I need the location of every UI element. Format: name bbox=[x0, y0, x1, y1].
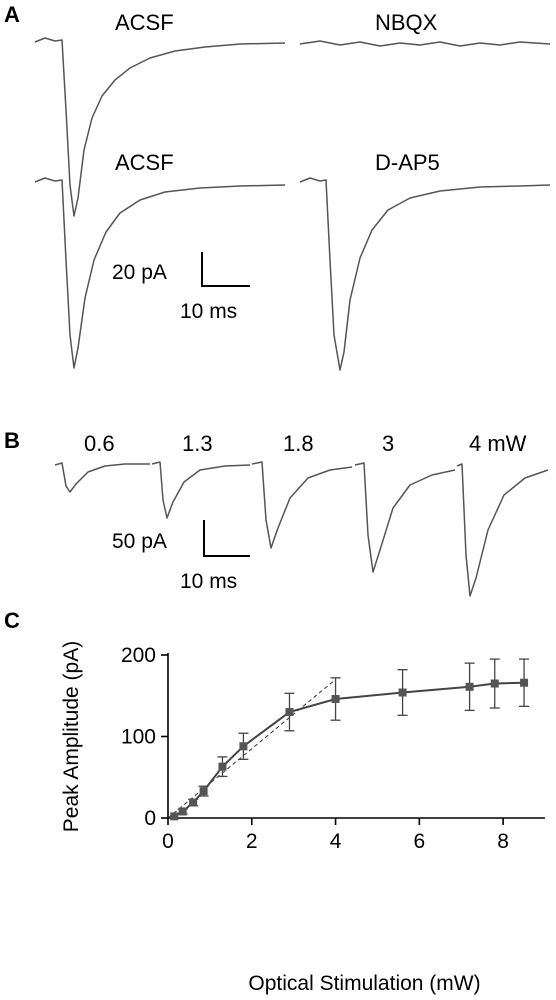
trace-acsf-top bbox=[34, 37, 286, 217]
error-bars bbox=[177, 658, 530, 815]
panel-b-letter: B bbox=[4, 428, 20, 453]
trace-power-0 bbox=[54, 462, 150, 493]
x-axis-title: Optical Stimulation (mW) bbox=[248, 972, 480, 995]
label-nbqx: NBQX bbox=[375, 10, 438, 35]
scalebar-b bbox=[203, 520, 250, 557]
x-ticks: 0 2 4 6 8 bbox=[162, 818, 509, 853]
chart-c: 0 100 200 0 2 4 6 8 Optical Stimulation (mW) P… bbox=[60, 641, 545, 995]
scalebar-a-time: 10 ms bbox=[180, 300, 237, 323]
x-tick-label: 8 bbox=[497, 830, 509, 853]
trace-acsf-bottom bbox=[34, 177, 286, 369]
x-tick-label: 4 bbox=[330, 830, 342, 853]
panel-a-letter: A bbox=[4, 2, 20, 27]
data-point bbox=[331, 695, 340, 704]
trace-power-2 bbox=[251, 461, 353, 549]
scalebar-a bbox=[201, 252, 250, 287]
label-power-1: 1.3 bbox=[182, 431, 213, 456]
scalebar-b-current: 50 pA bbox=[112, 530, 167, 553]
scalebar-b-time: 10 ms bbox=[180, 570, 237, 593]
data-point bbox=[285, 708, 294, 717]
trace-nbqx bbox=[299, 40, 551, 47]
trace-dap5 bbox=[299, 177, 551, 371]
data-point bbox=[398, 688, 407, 697]
data-point bbox=[170, 812, 179, 821]
label-power-3: 3 bbox=[382, 431, 394, 456]
label-acsf-top: ACSF bbox=[115, 10, 174, 35]
fit-line bbox=[167, 679, 336, 819]
y-ticks: 0 100 200 bbox=[121, 644, 168, 830]
trace-power-1 bbox=[151, 461, 251, 519]
data-point bbox=[520, 678, 529, 687]
data-point bbox=[490, 679, 499, 688]
data-points bbox=[170, 678, 529, 821]
data-point bbox=[199, 787, 208, 796]
x-tick-label: 6 bbox=[413, 830, 425, 853]
trace-power-4 bbox=[456, 463, 549, 597]
y-tick-label: 200 bbox=[121, 644, 156, 667]
label-power-0: 0.6 bbox=[84, 431, 115, 456]
trace-power-3 bbox=[354, 462, 456, 573]
y-tick-label: 100 bbox=[121, 726, 156, 749]
x-tick-label: 0 bbox=[162, 830, 174, 853]
label-acsf-bottom: ACSF bbox=[115, 150, 174, 175]
label-dap5: D-AP5 bbox=[375, 150, 440, 175]
y-tick-label: 0 bbox=[144, 807, 156, 830]
panel-c-letter: C bbox=[4, 608, 20, 633]
data-point bbox=[239, 742, 248, 751]
data-point bbox=[189, 798, 198, 807]
data-point bbox=[465, 682, 474, 691]
data-point bbox=[178, 807, 187, 816]
label-power-4: 4 mW bbox=[469, 431, 527, 456]
x-tick-label: 2 bbox=[246, 830, 258, 853]
scalebar-a-current: 20 pA bbox=[112, 261, 167, 284]
series-line bbox=[173, 681, 525, 818]
data-point bbox=[218, 762, 227, 771]
y-axis-title: Peak Amplitude (pA) bbox=[60, 641, 83, 832]
label-power-2: 1.8 bbox=[283, 431, 314, 456]
